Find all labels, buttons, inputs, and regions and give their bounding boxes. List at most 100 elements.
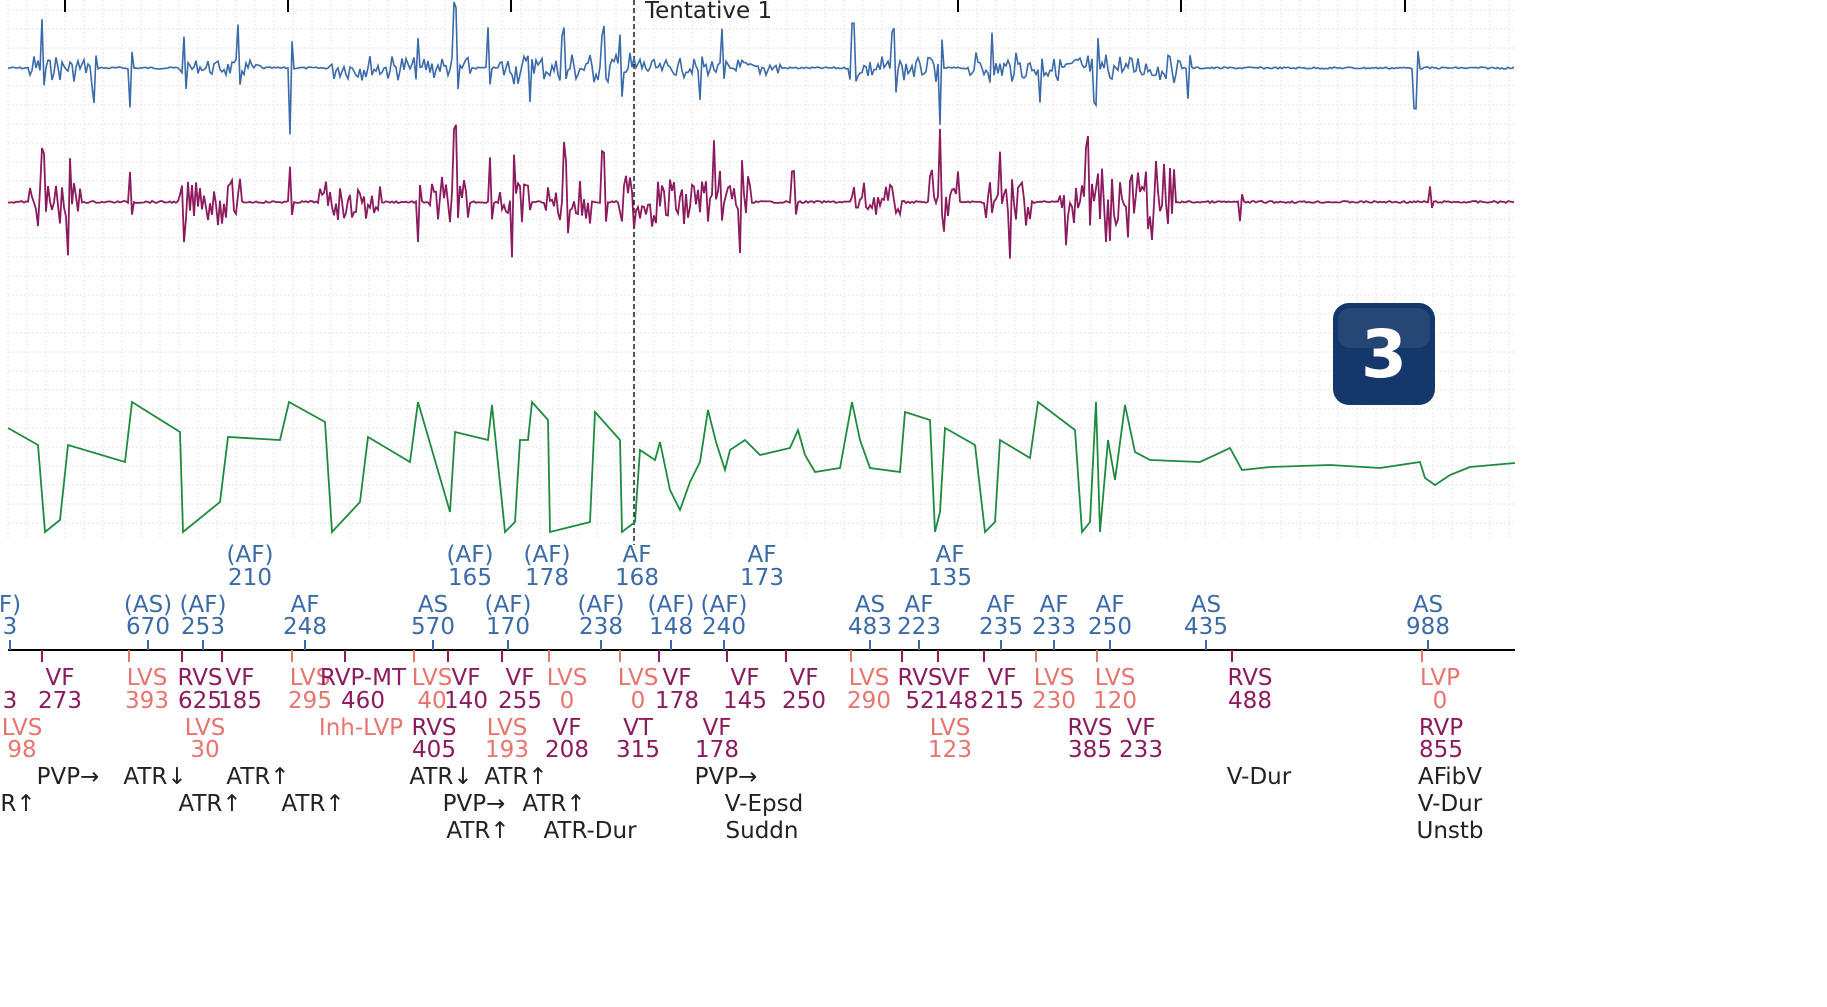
- atrial-marker-label: AF: [623, 542, 652, 568]
- ventricular-marker-interval: 295: [288, 688, 332, 714]
- ventricular-marker-label: VF: [1127, 715, 1156, 741]
- atrial-marker-label: (AF): [447, 542, 494, 568]
- ventricular-marker-interval: 3: [3, 688, 18, 714]
- ventricular-marker-label: VF: [553, 715, 582, 741]
- atrial-marker-interval: 250: [1088, 614, 1132, 640]
- ventricular-marker-interval: 393: [125, 688, 169, 714]
- ventricular-marker-label: VF: [703, 715, 732, 741]
- diagnostic-marker: V-Dur: [1418, 791, 1483, 817]
- background-grid: [7, 0, 1515, 540]
- atrial-marker-label: AF: [905, 592, 934, 618]
- diagnostic-marker: AFibV: [1418, 764, 1482, 790]
- ventricular-marker-label: VF: [46, 665, 75, 691]
- ventricular-marker-interval: 250: [782, 688, 826, 714]
- atrial-marker-interval: 135: [928, 565, 972, 591]
- atrial-marker-interval: 570: [411, 614, 455, 640]
- episode-badge: 3: [1333, 303, 1435, 405]
- atrial-marker-interval: 178: [525, 565, 569, 591]
- atrial-marker-label: (AS): [124, 592, 172, 618]
- ventricular-marker-interval: 273: [38, 688, 82, 714]
- atrial-marker-label: (AF): [648, 592, 695, 618]
- ventricular-marker-label: RVS: [1227, 665, 1272, 691]
- ventricular-marker-label: VF: [663, 665, 692, 691]
- atrial-marker-label: AS: [1413, 592, 1443, 618]
- ventricular-marker-interval: 625: [178, 688, 222, 714]
- ventricular-marker-label: RVS: [177, 665, 222, 691]
- diagnostic-marker: ATR↓: [409, 764, 472, 790]
- ventricular-marker-interval: 178: [655, 688, 699, 714]
- ventricular-marker-interval: 208: [545, 737, 589, 763]
- atrial-marker-interval: 165: [448, 565, 492, 591]
- diagnostic-marker: ATR↑: [484, 764, 547, 790]
- atrial-marker-label: AS: [418, 592, 448, 618]
- atrial-marker-interval: 223: [897, 614, 941, 640]
- ventricular-marker-label: LVS: [290, 665, 331, 691]
- ventricular-marker-interval: 255: [498, 688, 542, 714]
- atrial-marker-label: AS: [855, 592, 885, 618]
- atrial-marker-interval: 988: [1406, 614, 1450, 640]
- ventricular-marker-label: VF: [790, 665, 819, 691]
- ventricular-marker-label: RVS: [1067, 715, 1112, 741]
- atrial-marker-label: (AF): [485, 592, 532, 618]
- ventricular-marker-interval: 98: [7, 737, 36, 763]
- ventricular-marker-interval: 120: [1093, 688, 1137, 714]
- ventricular-marker-label: RVP: [1419, 715, 1463, 741]
- diagnostic-marker: Unstb: [1416, 818, 1483, 844]
- diagnostic-marker: ATR↑: [281, 791, 344, 817]
- atrial-marker-interval: 235: [979, 614, 1023, 640]
- ventricular-marker-label: VF: [942, 665, 971, 691]
- atrial-marker-label: AF: [1096, 592, 1125, 618]
- atrial-marker-label: (AF): [701, 592, 748, 618]
- ventricular-marker-label: RVS: [411, 715, 456, 741]
- badge-highlight: [1338, 308, 1430, 348]
- top-time-ticks: [64, 0, 1406, 12]
- ventricular-marker-interval: 290: [847, 688, 891, 714]
- ventricular-marker-interval: 233: [1119, 737, 1163, 763]
- ventricular-egm-trace: [7, 124, 1515, 259]
- ventricular-marker-label: LVS: [2, 715, 43, 741]
- ventricular-marker-interval: 40: [417, 688, 446, 714]
- atrial-marker-interval: 240: [702, 614, 746, 640]
- ventricular-marker-label: LVS: [547, 665, 588, 691]
- atrial-marker-interval: 233: [1032, 614, 1076, 640]
- diagnostic-marker: PVP→: [37, 764, 100, 790]
- ventricular-marker-label: VT: [623, 715, 654, 741]
- atrial-marker-label: AS: [1191, 592, 1221, 618]
- atrial-marker-label: (AF): [227, 542, 274, 568]
- atrial-marker-interval: 168: [615, 565, 659, 591]
- diagnostic-marker: V-Epsd: [725, 791, 803, 817]
- ventricular-marker-label: LVS: [930, 715, 971, 741]
- ventricular-marker-interval: 193: [485, 737, 529, 763]
- ventricular-marker-interval: 230: [1032, 688, 1076, 714]
- ventricular-marker-label: LVS: [849, 665, 890, 691]
- atrial-marker-label: AF: [748, 542, 777, 568]
- ventricular-marker-interval: 0: [1433, 688, 1448, 714]
- ventricular-marker-interval: 178: [695, 737, 739, 763]
- ventricular-marker-label: LVS: [487, 715, 528, 741]
- ventricular-marker-interval: 215: [980, 688, 1024, 714]
- diagnostic-marker: PVP→: [443, 791, 506, 817]
- ventricular-marker-interval: 140: [444, 688, 488, 714]
- atrial-marker-label: AF: [936, 542, 965, 568]
- ventricular-marker-label: VF: [226, 665, 255, 691]
- ventricular-marker-interval: 0: [560, 688, 575, 714]
- ventricular-marker-label: LVS: [185, 715, 226, 741]
- ventricular-marker-label: LVS: [412, 665, 453, 691]
- atrial-marker-label: AF: [987, 592, 1016, 618]
- ventricular-marker-label: VF: [452, 665, 481, 691]
- ventricular-marker-label: VF: [731, 665, 760, 691]
- diagnostic-marker: ATR↑: [446, 818, 509, 844]
- ventricular-marker-label: LVS: [1034, 665, 1075, 691]
- badge-box: [1333, 303, 1435, 405]
- badge-number: 3: [1361, 316, 1407, 393]
- tentative-label: Tentative 1: [644, 0, 772, 24]
- ventricular-marker-label: LVS: [618, 665, 659, 691]
- diagnostic-marker: ATR↑: [522, 791, 585, 817]
- third-channel-trace: [7, 399, 1516, 535]
- ventricular-marker-interval: 148: [934, 688, 978, 714]
- ventricular-marker-interval: 185: [218, 688, 262, 714]
- atrial-marker-label: F): [0, 592, 21, 618]
- diagnostic-marker: Suddn: [726, 818, 799, 844]
- ventricular-marker-interval: 405: [412, 737, 456, 763]
